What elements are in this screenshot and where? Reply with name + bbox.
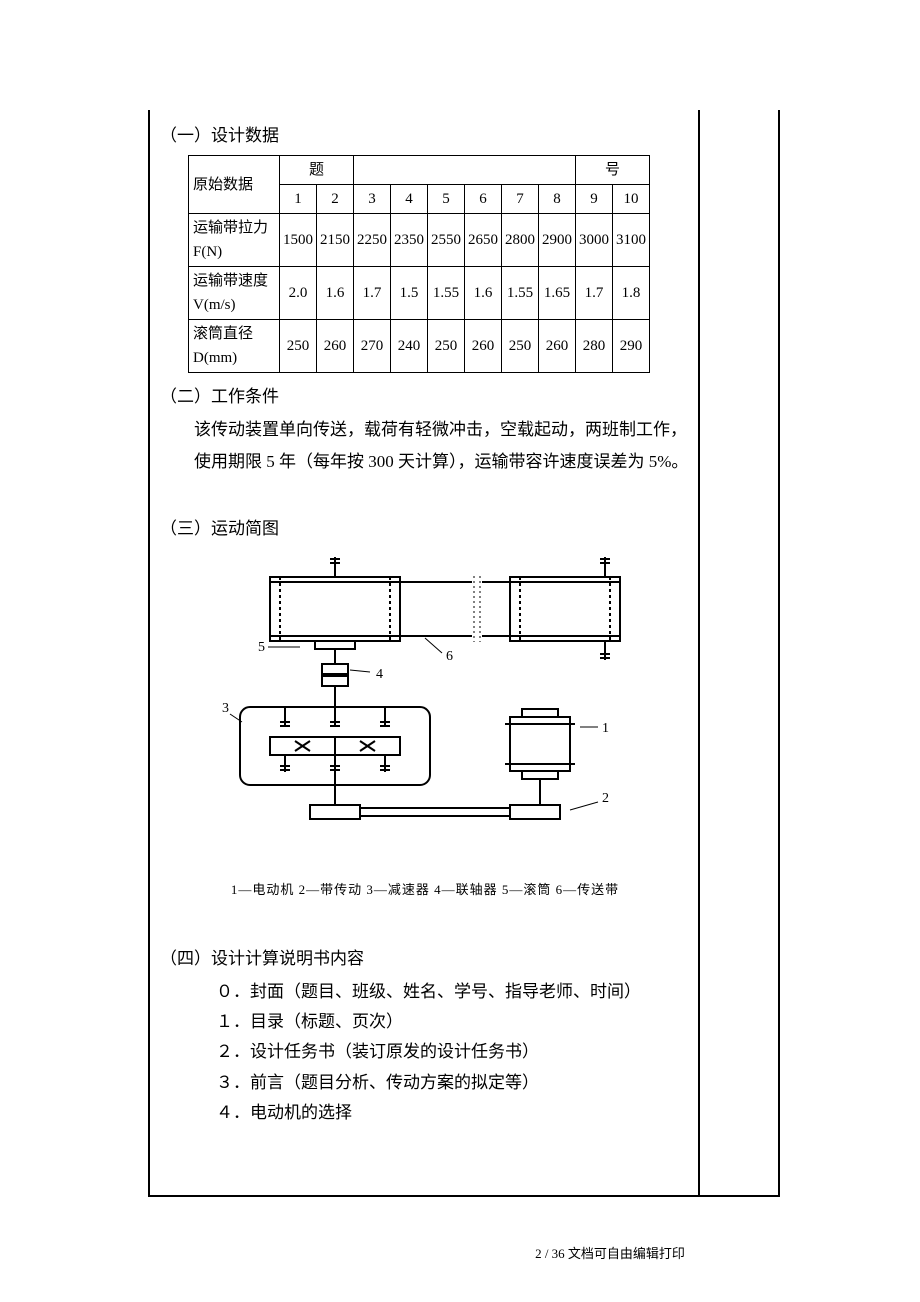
section-2-heading: （二）工作条件 bbox=[160, 383, 690, 410]
row2-label: 滚筒直径D(mm) bbox=[189, 320, 280, 373]
table-group-right: 号 bbox=[576, 156, 650, 185]
diagram-label-6: 6 bbox=[446, 649, 453, 664]
r0c5: 2650 bbox=[465, 214, 502, 267]
table-group-mid bbox=[354, 156, 576, 185]
diagram-label-4: 4 bbox=[376, 667, 383, 682]
r2c7: 260 bbox=[539, 320, 576, 373]
diagram-caption: 1—电动机 2—带传动 3—减速器 4—联轴器 5—滚筒 6—传送带 bbox=[160, 880, 690, 901]
r1c4: 1.55 bbox=[428, 267, 465, 320]
document-page: （一）设计数据 原始数据 题 号 1 2 3 4 5 6 7 8 9 10 bbox=[0, 0, 920, 1302]
r1c2: 1.7 bbox=[354, 267, 391, 320]
frame-left bbox=[148, 110, 150, 1195]
group-left-text: 题 bbox=[309, 162, 324, 178]
coln-1: 1 bbox=[280, 185, 317, 214]
kinematic-diagram: 5 4 3 1 2 6 1—电动机 2—带传动 3—减速器 4—联轴器 5—滚筒… bbox=[160, 552, 690, 901]
section-4-heading: （四）设计计算说明书内容 bbox=[160, 945, 690, 972]
coln-10: 10 bbox=[613, 185, 650, 214]
diagram-svg: 5 4 3 1 2 6 bbox=[210, 552, 640, 852]
table-row: 运输带速度V(m/s) 2.0 1.6 1.7 1.5 1.55 1.6 1.5… bbox=[189, 267, 650, 320]
r2c9: 290 bbox=[613, 320, 650, 373]
coln-2: 2 bbox=[317, 185, 354, 214]
coln-8: 8 bbox=[539, 185, 576, 214]
r1c7: 1.65 bbox=[539, 267, 576, 320]
coln-5: 5 bbox=[428, 185, 465, 214]
r2c0: 250 bbox=[280, 320, 317, 373]
r0c8: 3000 bbox=[576, 214, 613, 267]
r0c1: 2150 bbox=[317, 214, 354, 267]
r2c3: 240 bbox=[391, 320, 428, 373]
content-area: （一）设计数据 原始数据 题 号 1 2 3 4 5 6 7 8 9 10 bbox=[160, 120, 690, 1129]
r1c8: 1.7 bbox=[576, 267, 613, 320]
list-item: ３．前言（题目分析、传动方案的拟定等） bbox=[216, 1069, 690, 1096]
r1c3: 1.5 bbox=[391, 267, 428, 320]
frame-bottom bbox=[148, 1195, 780, 1197]
r1c5: 1.6 bbox=[465, 267, 502, 320]
row0-label: 运输带拉力F(N) bbox=[189, 214, 280, 267]
r0c7: 2900 bbox=[539, 214, 576, 267]
diagram-label-3: 3 bbox=[222, 701, 229, 716]
r2c8: 280 bbox=[576, 320, 613, 373]
coln-7: 7 bbox=[502, 185, 539, 214]
wc-line2: 使用期限 5 年（每年按 300 天计算），运输带容许速度误差为 5%。 bbox=[160, 448, 690, 475]
list-item: ０．封面（题目、班级、姓名、学号、指导老师、时间） bbox=[216, 978, 690, 1005]
r2c5: 260 bbox=[465, 320, 502, 373]
coln-6: 6 bbox=[465, 185, 502, 214]
table-group-left: 题 bbox=[280, 156, 354, 185]
row1-label: 运输带速度V(m/s) bbox=[189, 267, 280, 320]
design-data-table: 原始数据 题 号 1 2 3 4 5 6 7 8 9 10 运输带拉力F(N) … bbox=[188, 155, 650, 373]
frame-divider bbox=[698, 110, 700, 1195]
diagram-label-2: 2 bbox=[602, 791, 609, 806]
group-right-text: 号 bbox=[605, 162, 620, 178]
table-row: 运输带拉力F(N) 1500 2150 2250 2350 2550 2650 … bbox=[189, 214, 650, 267]
diagram-label-5: 5 bbox=[258, 640, 265, 655]
table-corner: 原始数据 bbox=[189, 156, 280, 214]
r2c2: 270 bbox=[354, 320, 391, 373]
r1c9: 1.8 bbox=[613, 267, 650, 320]
wc-line1: 该传动装置单向传送，载荷有轻微冲击，空载起动，两班制工作， bbox=[160, 416, 690, 443]
r1c1: 1.6 bbox=[317, 267, 354, 320]
r0c6: 2800 bbox=[502, 214, 539, 267]
r2c6: 250 bbox=[502, 320, 539, 373]
section-3-heading: （三）运动简图 bbox=[160, 515, 690, 542]
r0c0: 1500 bbox=[280, 214, 317, 267]
diagram-label-1: 1 bbox=[602, 721, 609, 736]
coln-9: 9 bbox=[576, 185, 613, 214]
spec-list: ０．封面（题目、班级、姓名、学号、指导老师、时间） １．目录（标题、页次） ２．… bbox=[216, 978, 690, 1126]
r2c1: 260 bbox=[317, 320, 354, 373]
section-1-heading: （一）设计数据 bbox=[160, 122, 690, 149]
r0c9: 3100 bbox=[613, 214, 650, 267]
list-item: ４．电动机的选择 bbox=[216, 1099, 690, 1126]
r0c3: 2350 bbox=[391, 214, 428, 267]
list-item: １．目录（标题、页次） bbox=[216, 1008, 690, 1035]
table-row: 滚筒直径D(mm) 250 260 270 240 250 260 250 26… bbox=[189, 320, 650, 373]
r2c4: 250 bbox=[428, 320, 465, 373]
r1c0: 2.0 bbox=[280, 267, 317, 320]
frame-right bbox=[778, 110, 780, 1195]
r0c2: 2250 bbox=[354, 214, 391, 267]
r0c4: 2550 bbox=[428, 214, 465, 267]
coln-4: 4 bbox=[391, 185, 428, 214]
r1c6: 1.55 bbox=[502, 267, 539, 320]
list-item: ２．设计任务书（装订原发的设计任务书） bbox=[216, 1038, 690, 1065]
coln-3: 3 bbox=[354, 185, 391, 214]
page-footer: 2 / 36 文档可自由编辑打印 bbox=[150, 1243, 920, 1262]
